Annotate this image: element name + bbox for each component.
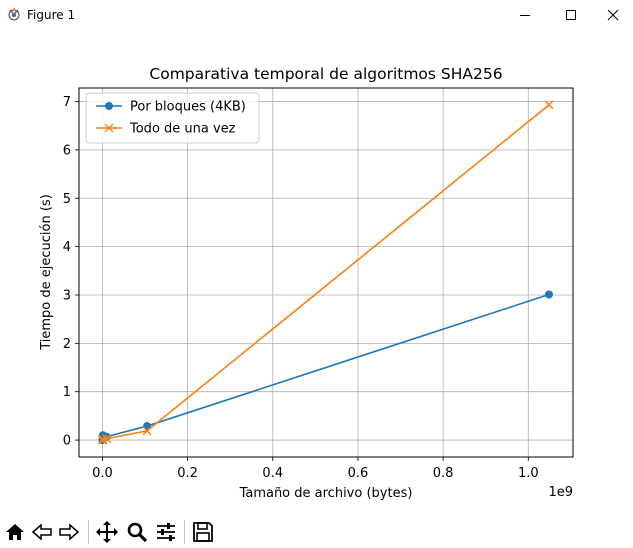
y-tick-label: 3 xyxy=(63,288,71,303)
series-lines xyxy=(97,100,554,445)
data-point-0 xyxy=(544,290,553,299)
series-line-0 xyxy=(101,293,550,441)
maximize-button[interactable] xyxy=(548,0,594,30)
toolbar-separator xyxy=(184,520,185,544)
configure-subplots-button[interactable] xyxy=(153,519,179,545)
forward-button[interactable] xyxy=(56,519,82,545)
y-tick-label: 1 xyxy=(63,385,71,400)
legend: Por bloques (4KB) Todo de una vez xyxy=(85,92,260,144)
x-tick-label: 0.0 xyxy=(92,466,113,481)
forward-icon xyxy=(59,523,80,541)
minimize-button[interactable] xyxy=(502,0,548,30)
close-icon xyxy=(607,9,619,21)
chart-svg: 0.0 0.2 0.4 0.6 0.8 1.0 0 1 2 3 4 5 6 7 Comparativa t… xyxy=(39,65,574,501)
x-tick-label: 1.0 xyxy=(518,466,539,481)
home-button[interactable] xyxy=(2,519,28,545)
chart-title: Comparativa temporal de algoritmos SHA25… xyxy=(149,65,502,83)
window-titlebar: Figure 1 xyxy=(0,0,633,30)
data-point-1 xyxy=(544,100,554,110)
legend-frame xyxy=(85,92,260,144)
navigation-toolbar xyxy=(0,516,633,548)
y-tick-label: 7 xyxy=(63,95,71,110)
series-line-1 xyxy=(101,104,550,441)
x-tick-label: 0.6 xyxy=(348,466,369,481)
y-tick-label: 4 xyxy=(63,240,71,255)
back-button[interactable] xyxy=(29,519,55,545)
x-tick-label: 0.2 xyxy=(177,466,198,481)
save-button[interactable] xyxy=(190,519,216,545)
configure-subplots-icon xyxy=(157,523,175,541)
plot-area xyxy=(78,87,574,458)
app-icon xyxy=(6,6,22,22)
x-offset-label: 1e9 xyxy=(548,485,573,500)
home-icon xyxy=(6,524,24,540)
legend-label-por-bloques: Por bloques (4KB) xyxy=(130,100,246,115)
data-point-1 xyxy=(102,434,112,444)
legend-marker-todo-de-una-vez xyxy=(104,123,114,133)
x-axis-label: Tamaño de archivo (bytes) xyxy=(239,486,413,501)
pan-button[interactable] xyxy=(94,519,120,545)
figure-canvas[interactable]: 0.0 0.2 0.4 0.6 0.8 1.0 0 1 2 3 4 5 6 7 Comparativa t… xyxy=(0,30,633,516)
y-tick-label: 2 xyxy=(63,337,71,352)
pan-icon xyxy=(96,521,118,543)
x-tick-label: 0.4 xyxy=(262,466,283,481)
data-point-1 xyxy=(98,434,108,444)
minimize-icon xyxy=(520,15,530,16)
data-point-1 xyxy=(142,426,152,436)
legend-label-todo-de-una-vez: Todo de una vez xyxy=(129,122,236,137)
y-tick-label: 0 xyxy=(63,434,71,449)
zoom-icon xyxy=(127,522,148,543)
y-tick-label: 5 xyxy=(63,192,71,207)
legend-marker-por-bloques xyxy=(105,102,113,110)
x-tick-label: 0.8 xyxy=(433,466,454,481)
toolbar-separator xyxy=(88,520,89,544)
grid xyxy=(79,88,573,457)
y-axis-label: Tiempo de ejecución (s) xyxy=(39,194,54,351)
zoom-button[interactable] xyxy=(124,519,150,545)
y-tick-label: 6 xyxy=(63,143,71,158)
maximize-icon xyxy=(566,10,576,20)
axis-ticks: 0.0 0.2 0.4 0.6 0.8 1.0 0 1 2 3 4 5 6 7 xyxy=(63,95,539,481)
window-title: Figure 1 xyxy=(27,8,76,22)
close-button[interactable] xyxy=(590,0,633,30)
save-icon xyxy=(193,522,213,542)
back-icon xyxy=(31,523,52,541)
